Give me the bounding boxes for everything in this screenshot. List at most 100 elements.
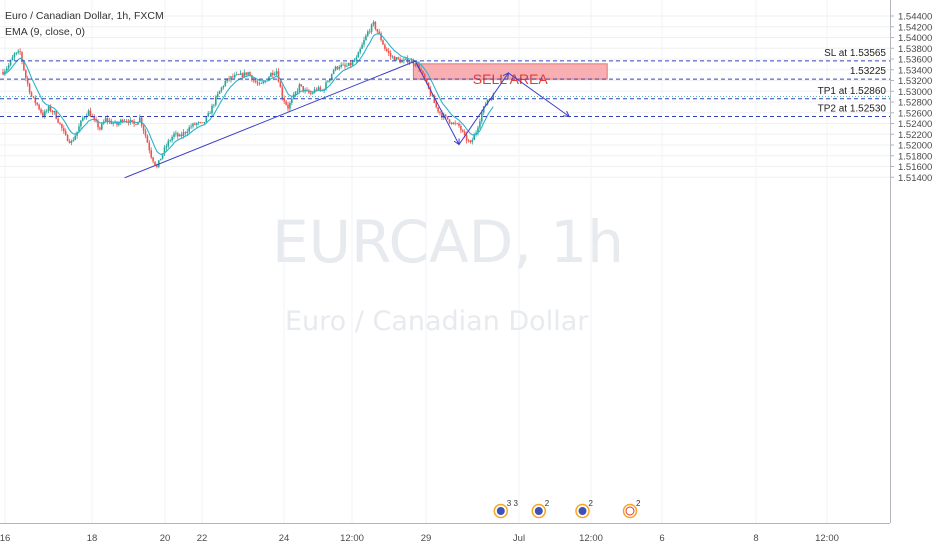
candle [431, 95, 434, 97]
event-flag-icon[interactable]: 2 [622, 499, 642, 519]
candle [298, 84, 301, 92]
candle [397, 57, 399, 60]
candle [273, 73, 276, 76]
candle [61, 123, 63, 129]
candle [462, 130, 464, 132]
projection-path[interactable] [414, 60, 570, 146]
economic-events[interactable]: 3 3 2 2 2 [493, 499, 642, 519]
candle [34, 97, 37, 103]
projection-arrowhead [563, 110, 571, 118]
candle [199, 122, 202, 124]
candle [192, 123, 194, 127]
ema-path [2, 33, 494, 155]
candle [330, 73, 333, 79]
candle [55, 110, 57, 119]
sell-area[interactable]: SELL AREA [412, 63, 608, 87]
candle [382, 40, 384, 45]
candle [72, 139, 75, 142]
candle [467, 140, 470, 142]
candle [454, 122, 456, 124]
candle [57, 118, 59, 123]
candle [25, 70, 27, 79]
candle [289, 102, 291, 109]
candle [89, 110, 92, 117]
candle [38, 104, 40, 110]
candle [361, 44, 363, 49]
candle [490, 99, 493, 100]
candle [186, 131, 189, 133]
candle [285, 101, 287, 105]
candle [9, 60, 12, 66]
candle [287, 104, 289, 109]
candle [19, 51, 21, 53]
candle [68, 141, 71, 143]
candle [21, 52, 23, 62]
event-flag [578, 507, 587, 515]
candle [6, 68, 8, 72]
candle [340, 64, 342, 67]
candle [241, 73, 244, 78]
candle [235, 74, 238, 76]
event-flag-icon[interactable]: 3 3 [493, 499, 518, 519]
candle [184, 132, 187, 134]
candle [422, 70, 424, 75]
candle [306, 89, 308, 91]
candle [188, 127, 190, 132]
candle [294, 92, 297, 95]
candle [262, 81, 265, 83]
candle [148, 142, 151, 151]
candle [47, 106, 50, 111]
candle [260, 82, 263, 84]
candle [384, 44, 386, 49]
candle [405, 58, 407, 60]
candle [82, 117, 84, 121]
candle [101, 123, 103, 130]
candle [178, 134, 181, 137]
candle [173, 133, 175, 137]
candle [414, 64, 417, 66]
x-tick-label: 24 [279, 533, 290, 544]
trendline[interactable] [124, 60, 416, 179]
candle [355, 57, 358, 61]
event-count: 2 [589, 499, 594, 508]
candle [51, 111, 54, 113]
price-level-label: TP2 at 1.52530 [818, 104, 887, 115]
y-tick-label: 1.54000 [898, 33, 932, 44]
candle [380, 33, 382, 41]
candle [463, 131, 466, 135]
candle [444, 114, 447, 117]
candle [87, 110, 90, 116]
candle [254, 80, 257, 83]
candle [161, 153, 164, 159]
candle [425, 79, 428, 83]
candle [211, 105, 213, 114]
price-axis[interactable]: 1.544001.542001.540001.538001.536001.534… [890, 0, 932, 550]
candle [230, 76, 232, 80]
candle [220, 87, 223, 91]
candle [83, 117, 86, 119]
candle [40, 109, 42, 113]
event-flag-icon[interactable]: 2 [531, 499, 550, 519]
candle [251, 75, 253, 81]
drawings[interactable] [124, 60, 571, 179]
candle [142, 125, 145, 131]
candle [42, 112, 44, 117]
candle [78, 126, 80, 132]
candle [363, 40, 365, 45]
candle [387, 50, 390, 54]
candle [460, 125, 462, 131]
candle [477, 127, 479, 133]
y-tick-label: 1.51600 [898, 162, 932, 173]
candle [144, 130, 147, 136]
candle [365, 35, 367, 41]
ema-line [2, 33, 494, 155]
candle [272, 72, 274, 76]
candle [49, 106, 52, 112]
y-tick-label: 1.51400 [898, 173, 932, 184]
sell-area-box[interactable] [412, 63, 608, 80]
time-axis[interactable]: 16 18 20 22 24 12:00 29 Jul 12:00 6 8 12:00 [0, 523, 890, 545]
event-flag-icon[interactable]: 2 [575, 499, 594, 519]
candle [342, 64, 344, 66]
candle [146, 135, 149, 143]
